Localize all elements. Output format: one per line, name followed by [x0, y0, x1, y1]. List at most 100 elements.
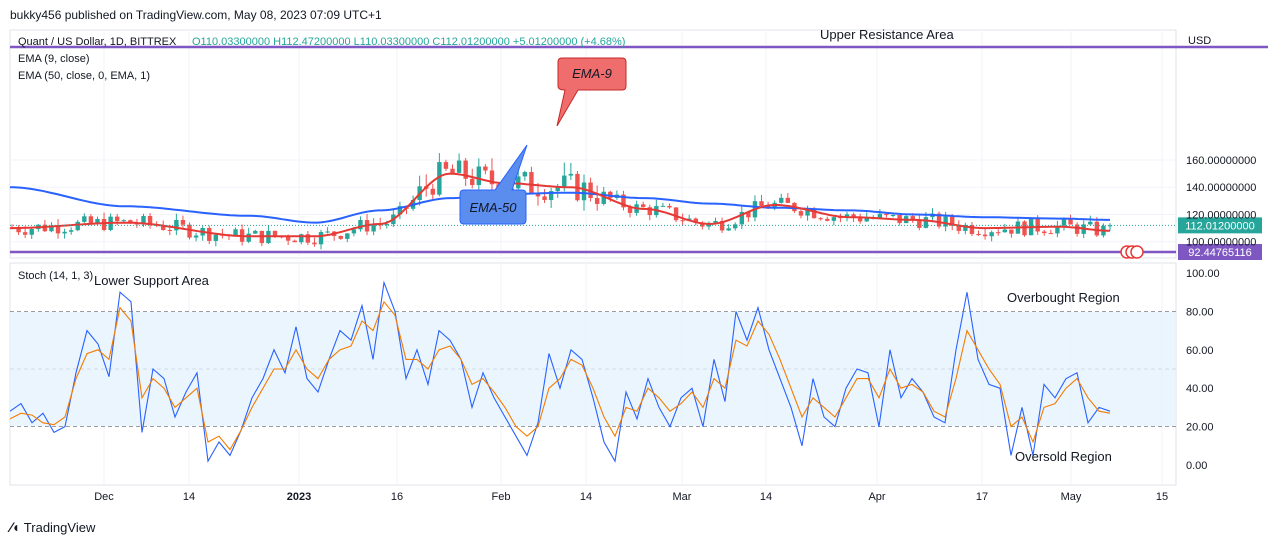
- candle-body: [1035, 219, 1040, 232]
- candle-body: [384, 224, 389, 226]
- candle-body: [529, 172, 534, 193]
- candle-body: [594, 197, 600, 204]
- candle-body: [989, 232, 994, 237]
- symbol-legend: Quant / US Dollar, 1D, BITTREX: [18, 36, 177, 48]
- stoch-tick-label: 80.00: [1186, 306, 1214, 318]
- candle-body: [568, 173, 574, 176]
- footer-brand: TradingView: [23, 519, 96, 535]
- candle-body: [1061, 219, 1067, 226]
- candle-body: [318, 232, 324, 245]
- candle-body: [1094, 221, 1100, 236]
- stoch-band: [10, 312, 1176, 426]
- candle-body: [798, 211, 804, 216]
- candle-body: [141, 216, 146, 225]
- date-tick-label: Apr: [868, 491, 885, 503]
- candle-body: [522, 172, 528, 177]
- candle-body: [627, 207, 633, 213]
- candle-body: [121, 220, 126, 222]
- ema50-line: [9, 186, 1110, 224]
- candle-body: [746, 211, 751, 218]
- candle-body: [542, 196, 547, 200]
- stoch-tick-label: 60.00: [1186, 345, 1214, 357]
- price-tick-label: 100.00000000: [1186, 237, 1256, 249]
- candle-body: [397, 206, 403, 215]
- tradingview-logo-icon: ⁄◖: [10, 519, 20, 535]
- candle-body: [233, 229, 238, 236]
- candle-body: [700, 222, 705, 227]
- candle-body: [272, 230, 278, 237]
- candle-body: [207, 228, 212, 241]
- candle-body: [476, 166, 482, 186]
- candle-body: [456, 160, 462, 173]
- candle-body: [936, 213, 942, 227]
- date-tick-label: Dec: [94, 491, 114, 503]
- candle-body: [831, 217, 837, 221]
- candle-body: [555, 187, 560, 192]
- candle-body: [660, 205, 666, 207]
- ohlc-legend: O110.03300000 H112.47200000 L110.0330000…: [192, 36, 625, 48]
- candle-body: [779, 197, 784, 203]
- date-tick-label: Feb: [492, 491, 511, 503]
- candle-body: [647, 207, 652, 216]
- candle-body: [22, 232, 28, 235]
- candle-body: [562, 175, 567, 188]
- date-tick-label: 16: [391, 491, 403, 503]
- candle-body: [910, 216, 915, 220]
- main-pane-frame: [9, 29, 1177, 259]
- candle-body: [785, 197, 791, 203]
- date-tick-label: 2023: [287, 491, 311, 503]
- candle-body: [963, 225, 968, 231]
- candle-body: [470, 178, 475, 186]
- candle-body: [621, 194, 626, 208]
- candle-body: [581, 182, 587, 201]
- candle-body: [312, 242, 317, 245]
- candle-body: [1048, 233, 1054, 235]
- ema9-line: [10, 172, 1111, 238]
- candle-body: [187, 224, 192, 238]
- us-flag-icon: [1130, 245, 1144, 259]
- candle-body: [371, 224, 376, 232]
- candle-body: [88, 216, 94, 224]
- candle-body: [1055, 225, 1060, 234]
- candle-body: [693, 218, 698, 223]
- candle-body: [180, 220, 186, 225]
- candle-body: [864, 218, 869, 222]
- candle-body: [811, 209, 817, 219]
- candle-body: [719, 220, 725, 231]
- levels-layer: 112.01200000 92.44765116: [10, 45, 1268, 260]
- candle-body: [299, 234, 304, 243]
- candle-body: [943, 216, 948, 227]
- candle-body: [292, 240, 297, 243]
- date-tick-label: 14: [183, 491, 195, 503]
- candle-body: [917, 219, 922, 228]
- stoch-k-line: [9, 280, 1111, 463]
- candle-body: [42, 224, 48, 232]
- candle-body: [548, 191, 554, 200]
- candle-body: [253, 230, 258, 234]
- candle-body: [338, 235, 343, 239]
- overbought-label: Overbought Region: [1007, 290, 1120, 305]
- candle-body: [463, 160, 468, 179]
- date-tick-label: May: [1061, 491, 1082, 503]
- candle-body: [950, 216, 955, 226]
- candle-body: [62, 231, 67, 234]
- candle-body: [174, 220, 179, 231]
- candle-body: [95, 218, 100, 224]
- candle-body: [1009, 229, 1014, 234]
- lower-support-label: Lower Support Area: [94, 273, 210, 288]
- candle-body: [114, 216, 120, 222]
- axes-layer: 100.00000000120.00000000140.00000000160.…: [94, 35, 1256, 503]
- candle-body: [877, 213, 883, 219]
- candle-body: [884, 213, 889, 216]
- candle-body: [818, 218, 823, 220]
- candles-layer: [9, 153, 1113, 250]
- candle-body: [680, 220, 685, 222]
- candle-body: [673, 207, 679, 221]
- candle-body: [1022, 221, 1027, 236]
- indicator-lines: [9, 172, 1111, 463]
- price-tick-label: 160.00000000: [1186, 155, 1256, 167]
- candle-body: [161, 225, 166, 230]
- candle-body: [101, 218, 107, 230]
- candle-body: [956, 225, 961, 231]
